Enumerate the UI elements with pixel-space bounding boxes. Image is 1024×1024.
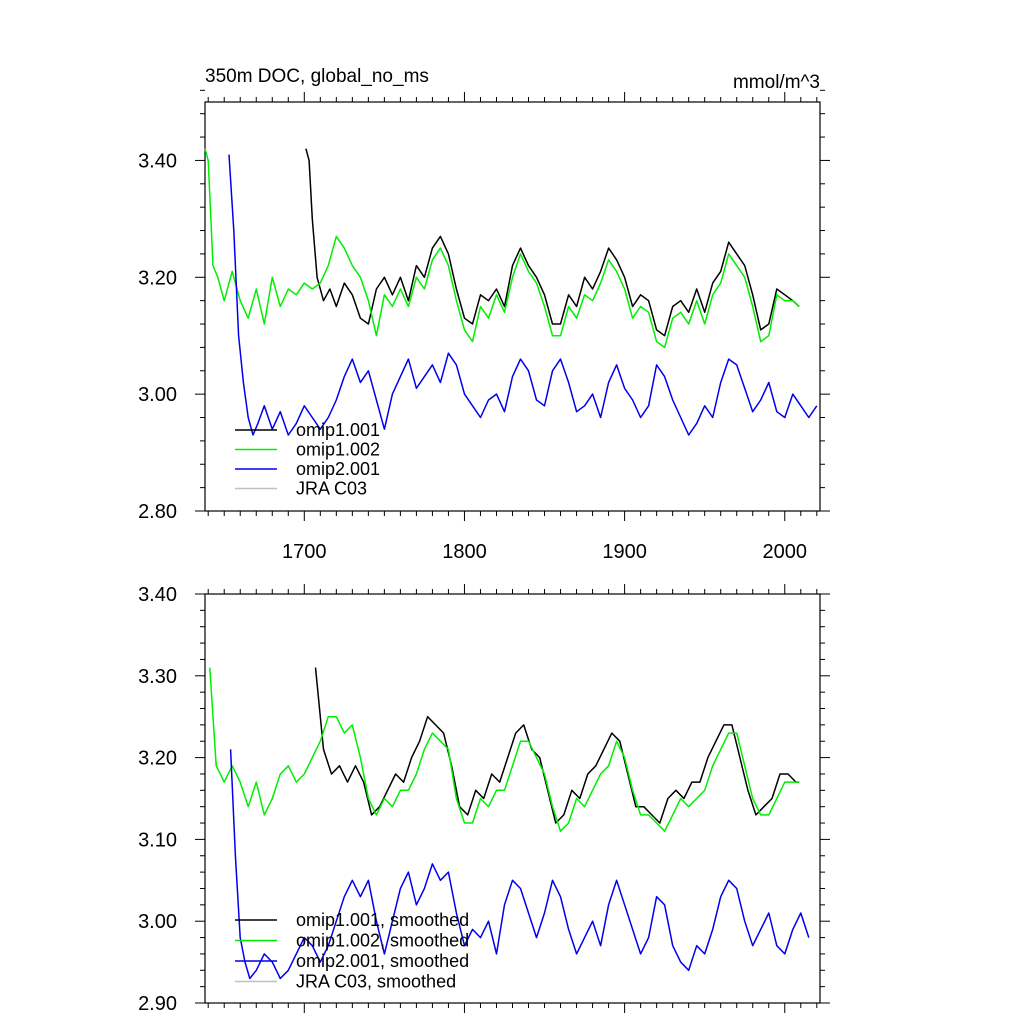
top-panel: 350m DOC, global_no_ms mmol/m^3 2.80 3.00… [138, 66, 830, 563]
y-tick-label: 2.80 [138, 501, 177, 523]
series-line-omip2-001-smoothed [229, 749, 810, 980]
y-tick-label: 3.20 [138, 267, 177, 289]
y-tick-label: 3.40 [138, 584, 177, 606]
x-tick-label: 1700 [282, 541, 327, 563]
chart-title: 350m DOC, global_no_ms [205, 66, 429, 87]
series-line-omip1-002-smoothed [209, 667, 800, 832]
bottom-panel: 2.90 3.00 3.10 3.20 3.30 3.40 omip1.001, smoot… [138, 584, 830, 1015]
y-tick-label: 3.10 [138, 829, 177, 851]
y-tick-label: 3.00 [138, 911, 177, 933]
series-line-omip1-001-smoothed [314, 667, 800, 824]
y-tick-label: 3.20 [138, 748, 177, 770]
series-line-omip1-002 [204, 148, 800, 349]
legend-label: omip1.001 [296, 420, 380, 440]
y-tick-label: 3.00 [138, 384, 177, 406]
units-label: mmol/m^3 [733, 72, 820, 93]
x-tick-label: 1800 [442, 541, 487, 563]
legend-label: omip1.001, smoothed [296, 910, 469, 930]
y-tick-label: 2.90 [138, 993, 177, 1015]
y-tick-label: 3.30 [138, 666, 177, 688]
legend-label: JRA C03 [296, 479, 367, 499]
series-line-omip2-001 [228, 154, 818, 436]
legend-label: JRA C03, smoothed [296, 972, 456, 992]
y-tick-label: 3.40 [138, 150, 177, 172]
legend-label: omip2.001 [296, 459, 380, 479]
x-tick-label: 2000 [763, 541, 808, 563]
legend-label: omip1.002 [296, 440, 380, 460]
series-line-omip1-001 [305, 148, 800, 337]
legend-label: omip1.002, smoothed [296, 931, 469, 951]
x-tick-label: 1900 [602, 541, 647, 563]
legend-label: omip2.001, smoothed [296, 951, 469, 971]
